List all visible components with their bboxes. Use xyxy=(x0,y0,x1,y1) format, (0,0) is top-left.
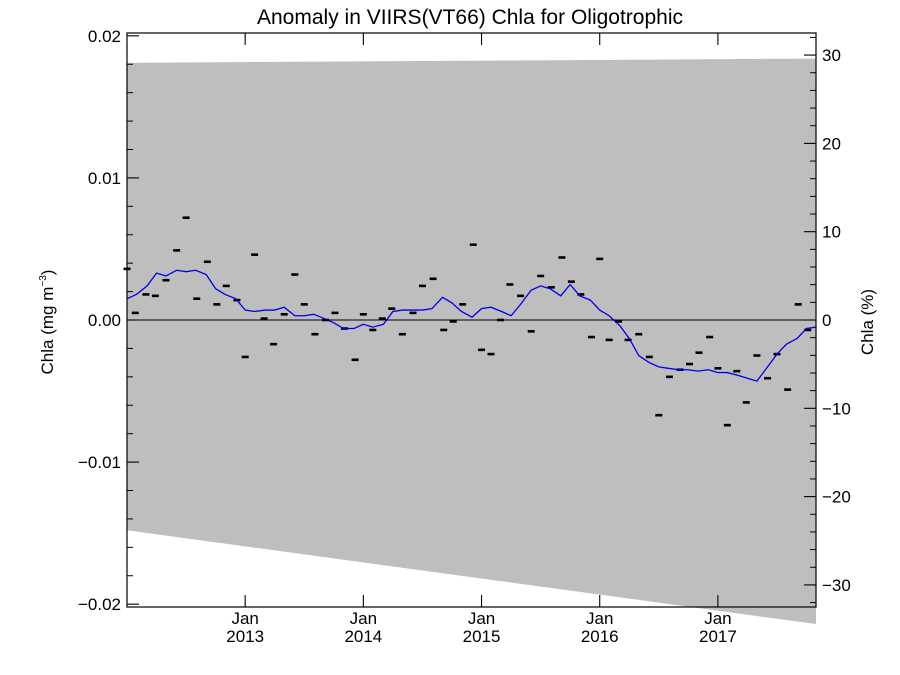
x-tick-month-label: Jan xyxy=(468,609,495,628)
y-axis-left-label-close: ) xyxy=(38,270,57,276)
y-right-tick-label: −30 xyxy=(822,576,851,595)
x-tick-month-label: Jan xyxy=(704,609,731,628)
chart-title: Anomaly in VIIRS(VT66) Chla for Oligotro… xyxy=(257,6,683,29)
y-right-tick-label: −20 xyxy=(822,488,851,507)
x-tick-year-label: 2016 xyxy=(581,627,619,646)
monthly-anomaly-markers xyxy=(123,216,812,427)
x-tick-month-label: Jan xyxy=(350,609,377,628)
x-tick-year-label: 2013 xyxy=(226,627,264,646)
y-right-tick-label: 20 xyxy=(822,134,841,153)
x-tick-month-label: Jan xyxy=(231,609,258,628)
y-left-tick-label: 0.02 xyxy=(88,27,121,46)
x-tick-year-label: 2014 xyxy=(344,627,382,646)
y-axis-right-ticks: 30 20 10 0 −10 −20 −30 xyxy=(804,36,851,604)
y-right-tick-label: 30 xyxy=(822,46,841,65)
y-axis-left-ticks: 0.02 0.01 0.00 −0.01 −0.02 xyxy=(78,27,139,614)
y-left-tick-label: −0.01 xyxy=(78,453,121,472)
y-right-tick-label: 10 xyxy=(822,223,841,242)
y-right-tick-label: 0 xyxy=(822,311,831,330)
y-left-tick-label: −0.02 xyxy=(78,595,121,614)
y-axis-left-label: Chla (mg m−3) xyxy=(38,270,57,375)
x-tick-year-label: 2015 xyxy=(463,627,501,646)
x-tick-month-label: Jan xyxy=(586,609,613,628)
y-left-tick-label: 0.00 xyxy=(88,311,121,330)
running-mean-line xyxy=(126,269,817,382)
plot-area xyxy=(123,58,817,625)
y-axis-left-label-exponent: −3 xyxy=(38,275,49,287)
uncertainty-band xyxy=(127,58,816,625)
y-right-tick-label: −10 xyxy=(822,399,851,418)
x-axis-top-ticks xyxy=(244,33,719,45)
y-axis-left-label-text: Chla (mg m xyxy=(38,287,57,375)
y-left-tick-label: 0.01 xyxy=(88,169,121,188)
y-axis-right-label: Chla (%) xyxy=(858,289,877,355)
x-tick-year-label: 2017 xyxy=(699,627,737,646)
